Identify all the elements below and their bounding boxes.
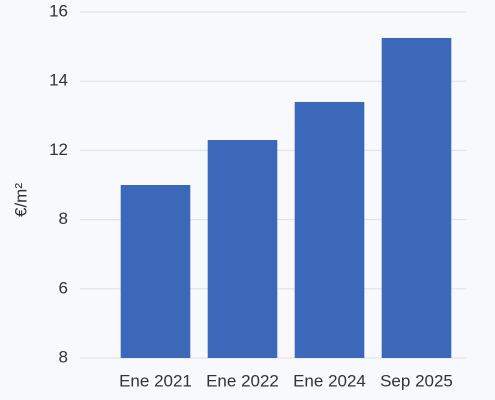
x-tick-label: Sep 2025 bbox=[380, 371, 453, 390]
y-tick-label: 14 bbox=[49, 71, 68, 90]
x-tick-label: Ene 2022 bbox=[206, 371, 279, 390]
y-tick-label: 6 bbox=[59, 278, 68, 297]
y-tick-label: 8 bbox=[59, 347, 68, 366]
bar bbox=[381, 37, 452, 358]
x-tick-label: Ene 2021 bbox=[119, 371, 192, 390]
bar bbox=[120, 185, 191, 358]
y-axis-label: €/m² bbox=[11, 183, 30, 217]
bar bbox=[294, 101, 365, 359]
y-tick-label: 12 bbox=[49, 140, 68, 159]
y-tick-label: 16 bbox=[49, 1, 68, 20]
bar bbox=[207, 140, 278, 358]
y-tick-label: 8 bbox=[59, 209, 68, 228]
x-tick-label: Ene 2024 bbox=[293, 371, 366, 390]
